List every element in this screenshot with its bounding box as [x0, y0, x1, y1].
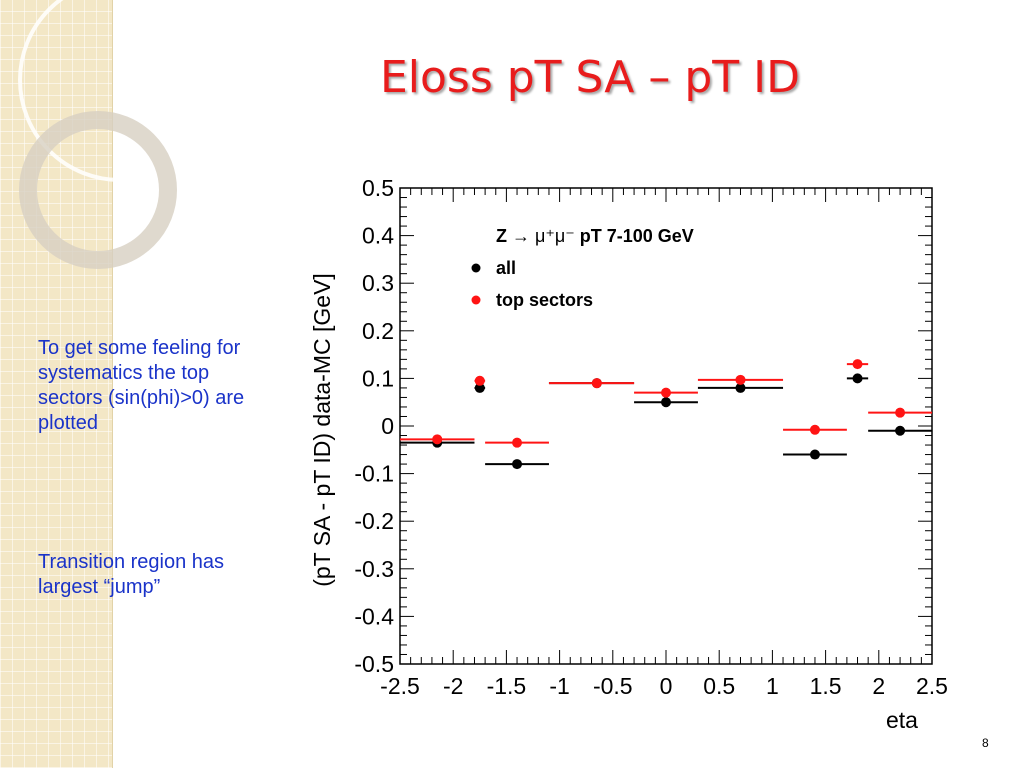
data-point [895, 407, 906, 418]
y-tick-label: 0.3 [362, 270, 394, 296]
series-top-sectors [400, 359, 932, 448]
plot-frame [399, 187, 933, 665]
x-tick-label: -2 [443, 673, 463, 699]
x-tick-label: -0.5 [593, 673, 633, 699]
data-point [512, 437, 523, 448]
legend-title: Z → μ⁺μ⁻ pT 7-100 GeV [496, 226, 694, 246]
note-systematics: To get some feeling for systematics the … [38, 337, 245, 434]
eloss-scatter-plot: -2.5 -2 -1.5 -1 -0.5 0 0.5 1 1.5 2 2.5 -0.5 -0.4 -0.3… [309, 175, 948, 733]
data-point [852, 373, 863, 384]
data-point [895, 425, 906, 436]
data-point [735, 374, 746, 385]
y-tick-label: -0.4 [354, 603, 394, 629]
x-tick-label: 2 [872, 673, 885, 699]
data-point [661, 387, 671, 398]
decorative-circles [18, 0, 222, 269]
x-tick-label: -1 [549, 673, 569, 699]
data-point [809, 449, 820, 460]
y-tick-label: -0.1 [354, 461, 394, 487]
y-tick-label: -0.2 [354, 508, 394, 534]
x-tick-label: 1.5 [810, 673, 842, 699]
legend-marker-top-sectors [471, 295, 481, 305]
page-number: 8 [982, 736, 989, 750]
data-point [474, 382, 485, 393]
note-transition-region: Transition region has largest “jump” [38, 551, 225, 598]
slide-title: Eloss pT SA – pT ID [379, 52, 801, 103]
decorative-side-strip [0, 0, 222, 768]
data-point [852, 359, 863, 370]
data-point [474, 375, 485, 386]
legend-label-all: all [496, 258, 516, 278]
y-tick-label: -0.5 [354, 651, 394, 677]
x-axis-label: eta [886, 707, 918, 733]
x-tick-label: -1.5 [487, 673, 527, 699]
y-tick-label: 0.1 [362, 365, 394, 391]
y-axis-label: (pT SA - pT ID) data-MC [GeV] [309, 273, 335, 587]
data-point [591, 378, 602, 389]
y-tick-label: 0.2 [362, 318, 394, 344]
x-tick-label: -2.5 [380, 673, 420, 699]
data-point [432, 434, 443, 445]
chart: -2.5 -2 -1.5 -1 -0.5 0 0.5 1 1.5 2 2.5 -0.5 -0.4 -0.3… [290, 168, 970, 743]
data-point [809, 424, 820, 435]
y-tick-label: 0.4 [362, 223, 394, 249]
data-point [661, 397, 671, 408]
y-tick-label: 0 [381, 413, 394, 439]
x-tick-label: 2.5 [916, 673, 948, 699]
y-tick-label: -0.3 [354, 556, 394, 582]
data-point [512, 459, 523, 470]
x-tick-label: 1 [766, 673, 779, 699]
x-tick-label: 0 [660, 673, 673, 699]
x-tick-label: 0.5 [703, 673, 735, 699]
legend-marker-all [471, 263, 481, 273]
data-point [735, 382, 746, 393]
y-tick-label: 0.5 [362, 175, 394, 201]
legend-label-top-sectors: top sectors [496, 290, 593, 310]
